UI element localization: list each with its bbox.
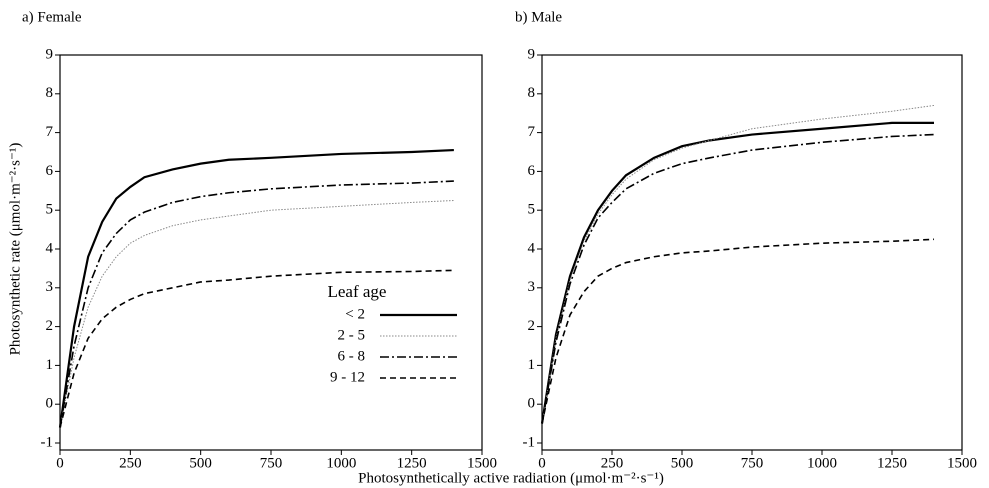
series-line	[58, 148, 454, 428]
x-tick-label: 1000	[807, 455, 837, 471]
y-tick-label: 1	[528, 357, 536, 373]
series-line	[59, 180, 454, 428]
y-tick-label: 1	[46, 357, 54, 373]
plot-frame	[541, 54, 963, 451]
y-tick-label: 3	[46, 279, 54, 295]
x-tick-label: 250	[601, 455, 624, 471]
series-line	[541, 133, 935, 424]
legend-title: Leaf age	[328, 282, 387, 301]
x-tick-label: 1250	[397, 455, 427, 471]
legend-label: 9 - 12	[330, 369, 365, 385]
y-tick-label: 2	[46, 318, 54, 334]
y-tick-label: 0	[46, 396, 54, 412]
legend-label: < 2	[345, 306, 365, 322]
series-line	[541, 238, 935, 424]
y-tick-label: -1	[41, 434, 54, 450]
panel-title: b) Male	[515, 9, 562, 25]
series-line	[541, 104, 935, 424]
y-tick-label: 6	[528, 163, 536, 179]
y-tick-label: 8	[528, 85, 536, 101]
y-tick-label: 4	[528, 240, 536, 256]
x-tick-label: 750	[260, 455, 283, 471]
x-axis-label: Photosynthetically active radiation (μmo…	[358, 470, 664, 486]
y-tick-label: -1	[523, 434, 536, 450]
series-line	[540, 121, 934, 424]
x-tick-label: 500	[671, 455, 694, 471]
series-line	[59, 269, 454, 428]
x-tick-label: 1250	[877, 455, 907, 471]
x-tick-label: 0	[56, 455, 64, 471]
x-tick-label: 1500	[467, 455, 497, 471]
panel-title: a) Female	[22, 9, 82, 25]
y-tick-label: 7	[46, 124, 54, 140]
legend-label: 6 - 8	[338, 348, 366, 364]
y-tick-label: 4	[46, 240, 54, 256]
series-line	[59, 200, 454, 428]
y-tick-label: 8	[46, 85, 54, 101]
y-tick-label: 5	[46, 202, 54, 218]
x-tick-label: 0	[538, 455, 546, 471]
y-tick-label: 6	[46, 163, 54, 179]
x-tick-label: 1500	[947, 455, 977, 471]
y-tick-label: 5	[528, 202, 536, 218]
y-tick-label: 2	[528, 318, 536, 334]
y-axis-label: Photosynthetic rate (μmol·m⁻²·s⁻¹)	[7, 143, 23, 356]
y-tick-label: 0	[528, 396, 536, 412]
y-tick-label: 7	[528, 124, 536, 140]
plot-frame	[59, 54, 483, 451]
x-tick-label: 1000	[326, 455, 356, 471]
y-tick-label: 9	[46, 46, 54, 62]
legend-label: 2 - 5	[338, 327, 366, 343]
y-tick-label: 3	[528, 279, 536, 295]
x-tick-label: 750	[741, 455, 764, 471]
x-tick-label: 250	[119, 455, 142, 471]
x-tick-label: 500	[189, 455, 212, 471]
y-tick-label: 9	[528, 46, 536, 62]
